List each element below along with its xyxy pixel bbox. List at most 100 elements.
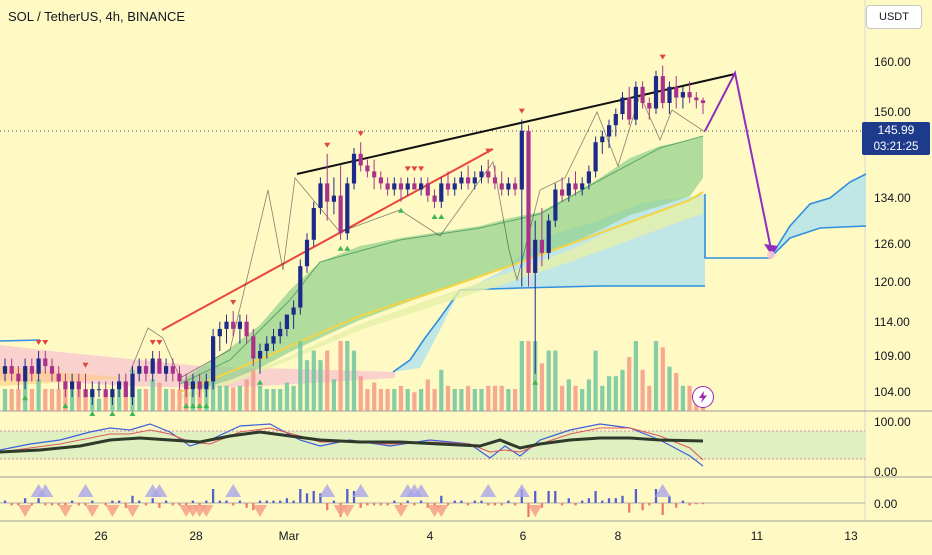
volume-bar: [351, 350, 357, 411]
volume-bar: [217, 385, 222, 411]
candle-body: [130, 373, 135, 398]
candle-body: [278, 328, 283, 337]
volume-bar: [667, 366, 672, 411]
momentum-peak-marker: [77, 484, 94, 497]
candle-body: [627, 97, 632, 120]
volume-bar: [358, 376, 363, 411]
time-axis-label: 13: [844, 529, 858, 543]
candle-body: [398, 183, 404, 190]
volume-bar: [345, 341, 350, 411]
price-tick-label: 134.00: [874, 191, 911, 205]
momentum-histogram: [3, 484, 705, 517]
volume-bar: [325, 350, 330, 411]
pivot-low-marker: [344, 245, 351, 251]
volume-bar: [311, 350, 316, 411]
candle-body: [546, 220, 551, 253]
momentum-trough-marker: [58, 505, 73, 517]
candle-body: [620, 97, 625, 114]
momentum-peak-marker: [225, 484, 242, 497]
candle-body: [533, 239, 538, 273]
candle-body: [674, 86, 679, 98]
cloud-blue-lower-line: [392, 285, 705, 373]
volume-bar: [76, 389, 81, 411]
volume-bar: [405, 389, 410, 411]
volume-bar: [633, 341, 638, 411]
candle-body: [70, 381, 75, 390]
pivot-high-marker: [35, 340, 42, 345]
projection-target-marker: [767, 251, 775, 259]
cloud-blue-upper-line: [704, 173, 867, 259]
candle-body: [184, 381, 189, 390]
volume-bar: [2, 389, 8, 411]
volume-bar: [553, 350, 558, 411]
pivot-high-marker: [518, 108, 525, 114]
candle-body: [211, 336, 216, 382]
pivot-high-marker: [485, 148, 492, 154]
candle-body: [284, 314, 289, 329]
pivot-high-marker: [357, 131, 364, 137]
time-axis-label: 28: [189, 529, 203, 543]
momentum-peak-marker: [37, 484, 54, 497]
volume-bar: [492, 385, 498, 411]
volume-bar: [197, 389, 202, 411]
pivot-low-marker: [203, 403, 210, 409]
candle-body: [325, 183, 330, 202]
candle-body: [36, 358, 41, 374]
pivot-low-marker: [183, 403, 190, 409]
ribbon-edge-line: [179, 135, 704, 385]
candle-body: [372, 171, 377, 178]
yellow-ribbon: [180, 196, 703, 400]
pivot-low-marker: [109, 411, 116, 416]
candle-body: [291, 307, 296, 315]
volume-bar: [513, 389, 518, 411]
candle-body: [459, 177, 464, 184]
pivot-high-marker: [156, 340, 163, 345]
volume-bar: [459, 389, 464, 411]
candle-body: [378, 177, 383, 184]
volume-bar: [103, 392, 108, 411]
volume-bar: [278, 389, 283, 411]
price-tick-label: 150.00: [874, 105, 911, 119]
momentum-peak-marker: [654, 484, 671, 497]
volume-bar: [627, 357, 632, 411]
volume-bar: [439, 369, 444, 411]
candle-body: [76, 381, 81, 390]
pivot-low-marker: [431, 214, 438, 219]
volume-bar: [117, 389, 122, 411]
volume-bar: [378, 389, 383, 411]
candle-body: [694, 97, 699, 101]
volume-bar: [687, 385, 692, 411]
volume-bar: [43, 389, 48, 411]
momentum-trough-marker: [125, 505, 140, 517]
candle-body: [311, 208, 316, 240]
candle-body: [492, 177, 498, 184]
candle-body: [553, 189, 558, 221]
volume-bar: [519, 341, 524, 411]
symbol-title[interactable]: SOL / TetherUS, 4h, BINANCE: [8, 9, 186, 24]
candle-body: [392, 183, 397, 190]
candle-body: [653, 76, 659, 109]
lightning-alert-icon[interactable]: [692, 386, 714, 408]
volume-bar: [607, 376, 612, 411]
candle-body: [96, 389, 102, 391]
candle-body: [687, 92, 692, 98]
volume-bar: [258, 385, 263, 411]
volume-bar: [613, 376, 618, 411]
candle-body: [586, 171, 591, 184]
volume-bar: [36, 379, 41, 411]
candle-body: [432, 195, 437, 202]
momentum-peak-marker: [151, 484, 168, 497]
currency-button[interactable]: USDT: [866, 5, 922, 29]
candle-body: [499, 183, 504, 190]
volume-bar: [224, 385, 229, 411]
candle-body: [63, 381, 68, 390]
momentum-peak-marker: [480, 484, 497, 497]
time-axis-label: 11: [751, 529, 764, 543]
volume-bar: [164, 389, 169, 411]
candle-body: [607, 125, 612, 137]
candle-body: [331, 195, 336, 202]
volume-bar: [472, 389, 477, 411]
momentum-peak-marker: [352, 484, 369, 497]
